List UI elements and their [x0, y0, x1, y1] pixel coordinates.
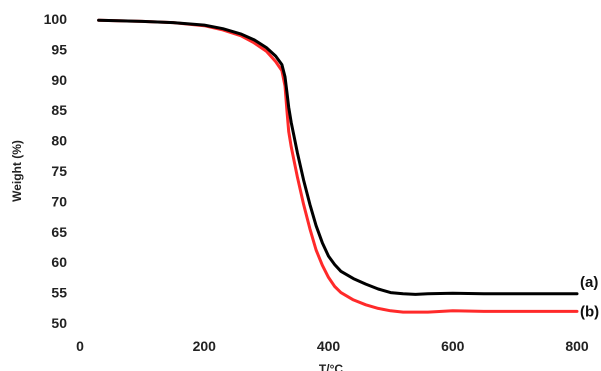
- x-tick-label: 0: [76, 338, 84, 354]
- series-label-a: (a): [580, 274, 598, 291]
- y-tick-label: 75: [51, 163, 67, 179]
- y-tick-label: 90: [51, 72, 67, 88]
- x-tick-label: 200: [193, 338, 217, 354]
- series-labels: (a) (b): [580, 274, 599, 321]
- y-tick-label: 55: [51, 285, 67, 301]
- y-tick-label: 80: [51, 133, 67, 149]
- x-tick-labels: 0 200 400 600 800: [76, 338, 589, 354]
- x-tick-label: 800: [565, 338, 589, 354]
- series-line-b: [97, 18, 579, 314]
- y-tick-label: 85: [51, 102, 67, 118]
- series-lines: [97, 18, 579, 314]
- y-tick-label: 100: [44, 11, 68, 27]
- series-label-b: (b): [580, 303, 599, 320]
- y-axis-title: Weight (%): [10, 140, 24, 202]
- y-tick-label: 50: [51, 315, 67, 331]
- series-line-a: [97, 18, 579, 296]
- x-axis-title: T/°C: [319, 362, 343, 371]
- y-tick-label: 70: [51, 193, 67, 209]
- y-tick-label: 60: [51, 254, 67, 270]
- x-tick-label: 600: [441, 338, 465, 354]
- y-tick-labels: 50 55 60 65 70 75 80 85 90 95 100: [44, 11, 68, 331]
- y-tick-label: 95: [51, 41, 67, 57]
- y-tick-label: 65: [51, 224, 67, 240]
- x-tick-label: 400: [317, 338, 341, 354]
